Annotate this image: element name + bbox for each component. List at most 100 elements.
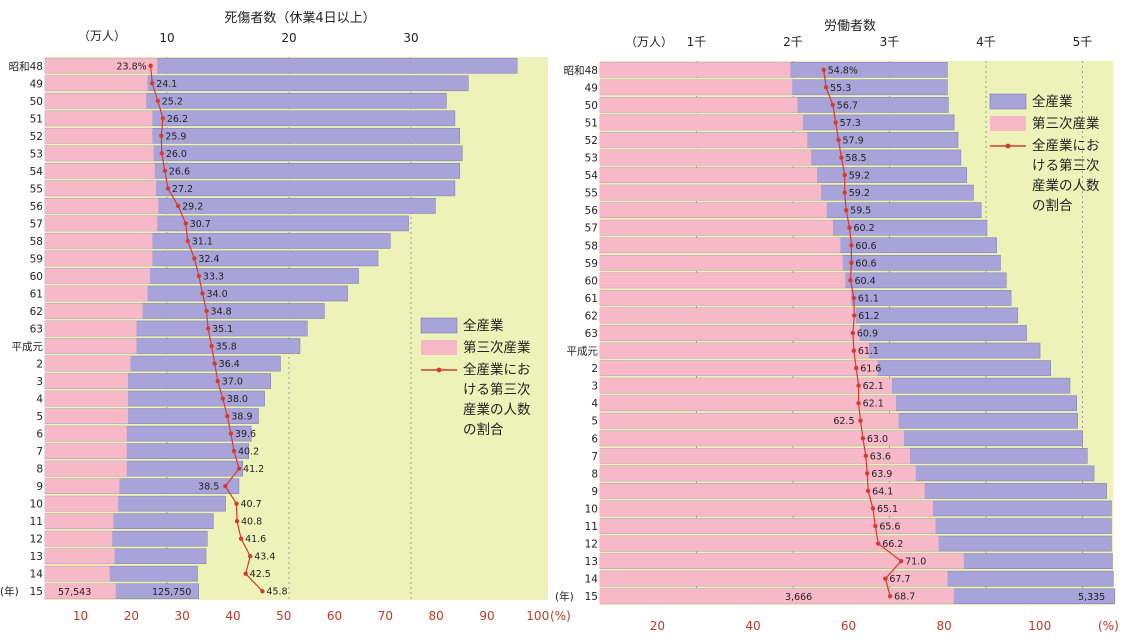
legend-swatch-total	[420, 317, 458, 334]
share-value-label: 31.1	[192, 236, 213, 247]
bar-tertiary	[600, 571, 948, 587]
share-point	[833, 120, 838, 125]
share-point	[842, 190, 847, 195]
share-point	[836, 137, 841, 143]
year-tick-label: 50	[585, 100, 598, 112]
share-value-label: 64.1	[872, 486, 893, 497]
share-value-label: 25.9	[165, 131, 186, 142]
share-point	[875, 541, 881, 546]
bar-tertiary	[45, 145, 154, 161]
last-total-value: 5,335	[1078, 592, 1105, 603]
year-tick-label: 57	[585, 223, 598, 235]
share-point	[860, 436, 866, 441]
share-point	[850, 330, 856, 336]
year-tick-label: 9	[36, 481, 43, 493]
share-value-label: 29.2	[182, 201, 203, 212]
year-tick-label: 61	[30, 288, 43, 300]
year-tick-label: 14	[585, 574, 599, 586]
bar-tertiary	[600, 255, 843, 271]
share-value-label: 40.8	[241, 517, 262, 528]
last-total-value: 125,750	[152, 587, 191, 598]
pct-tick-label: 40	[745, 619, 760, 633]
share-value-label: 71.0	[905, 557, 926, 568]
bar-tertiary	[600, 500, 933, 517]
share-value-label: 68.7	[894, 592, 915, 603]
share-value-label: 60.2	[854, 223, 875, 234]
share-value-label: 60.9	[857, 329, 878, 340]
year-axis-unit: (年)	[555, 590, 574, 603]
year-tick-label: 56	[30, 201, 44, 213]
count-tick-label: 30	[403, 31, 418, 45]
bar-tertiary	[45, 180, 157, 196]
year-tick-label: 7	[591, 451, 598, 463]
share-value-label: 30.7	[190, 219, 211, 230]
bar-tertiary	[45, 285, 148, 302]
bar-tertiary	[600, 220, 833, 236]
share-point	[830, 102, 835, 108]
share-value-label: 58.5	[845, 153, 866, 164]
count-tick-label: 2千	[783, 35, 803, 49]
bar-tertiary	[45, 303, 143, 319]
bar-tertiary	[600, 360, 878, 376]
year-tick-label: 55	[585, 188, 598, 200]
bar-tertiary	[45, 250, 153, 266]
bar-tertiary	[45, 198, 159, 214]
bar-tertiary	[600, 149, 812, 166]
bar-tertiary	[45, 75, 148, 91]
year-tick-label: 6	[591, 433, 598, 445]
share-point	[185, 238, 190, 244]
share-point	[847, 225, 852, 230]
share-point	[236, 466, 242, 471]
share-value-label: 67.7	[889, 574, 910, 585]
share-value-label: 23.8%	[116, 61, 146, 72]
year-tick-label: 49	[585, 82, 598, 94]
share-point	[849, 260, 854, 266]
year-tick-label: 59	[585, 258, 598, 270]
share-point	[848, 278, 853, 283]
bar-tertiary	[600, 290, 852, 306]
share-point	[223, 483, 228, 489]
share-value-label: 38.0	[227, 394, 248, 405]
share-point	[220, 396, 225, 401]
year-tick-label: 9	[591, 486, 598, 498]
share-point	[883, 576, 888, 581]
year-tick-label: 6	[36, 429, 43, 441]
year-tick-label: 59	[30, 253, 43, 265]
bar-tertiary	[45, 566, 110, 582]
year-tick-label: 12	[585, 539, 598, 551]
chart-panel-casualties: 死傷者数（休業4日以上） （万人） 10 20 30 10 20 30 40 50 60 70 80 90…	[0, 10, 571, 623]
year-tick-label: 平成元	[12, 341, 44, 353]
bar-tertiary	[45, 583, 116, 599]
year-tick-label: 10	[30, 499, 43, 511]
share-point	[159, 151, 165, 156]
legend-label-total: 全産業	[1032, 93, 1073, 110]
share-value-label: 62.5	[833, 416, 854, 427]
share-value-label: 38.5	[198, 482, 219, 493]
share-value-label: 25.2	[162, 96, 183, 107]
share-value-label: 39.6	[235, 429, 256, 440]
pct-tick-label: 10	[73, 609, 88, 623]
share-value-label: 40.7	[241, 499, 262, 510]
year-tick-label: 15	[585, 591, 598, 603]
share-value-label: 32.4	[198, 254, 219, 265]
bar-tertiary	[45, 513, 114, 529]
last-tertiary-value: 57,543	[58, 587, 91, 598]
bar-tertiary	[600, 167, 818, 183]
share-point	[148, 63, 153, 68]
count-tick-label: 20	[281, 31, 296, 45]
share-point	[209, 343, 214, 349]
year-tick-label: 2	[36, 359, 43, 371]
share-value-label: 40.2	[238, 447, 259, 458]
share-value-label: 41.2	[243, 464, 264, 475]
share-value-label: 35.1	[212, 324, 233, 335]
legend-swatch-total	[989, 93, 1027, 110]
bar-tertiary	[45, 443, 127, 459]
share-point	[204, 308, 209, 314]
share-value-label: 34.8	[211, 306, 232, 317]
share-point	[205, 326, 211, 331]
year-tick-label: 8	[36, 464, 43, 476]
year-tick-label: 63	[585, 328, 598, 340]
share-value-label: 60.4	[854, 276, 875, 287]
year-tick-label: 50	[30, 96, 43, 108]
